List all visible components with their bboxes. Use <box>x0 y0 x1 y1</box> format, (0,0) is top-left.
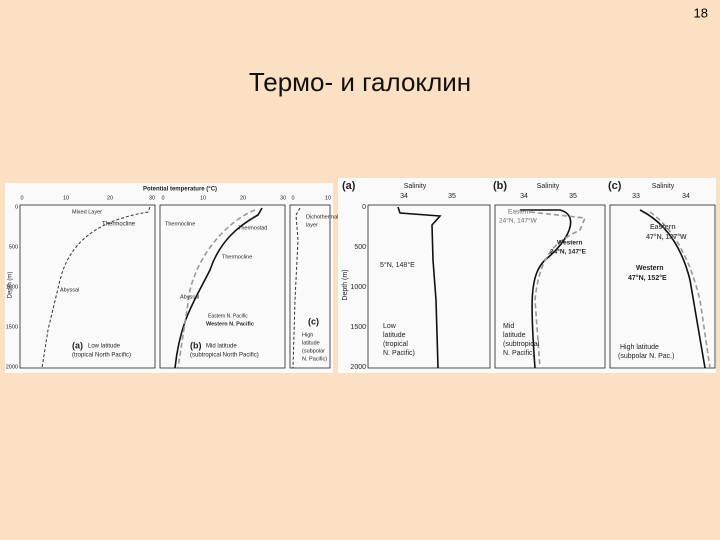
tick-label: 34 <box>682 193 690 200</box>
axis-title: Salinity <box>652 183 675 190</box>
label: Mid latitude <box>206 344 237 350</box>
axis-title: Salinity <box>404 183 427 190</box>
panel-frame <box>159 204 286 369</box>
tick-label: 34 <box>520 193 528 200</box>
tick-label: 0 <box>15 204 18 210</box>
tick-label: 33 <box>632 193 640 200</box>
frames <box>19 204 716 369</box>
label: Abyssal <box>60 287 79 293</box>
profile <box>639 209 706 369</box>
label: 24°N, 147°E <box>550 248 587 256</box>
label: 5°N, 148°E <box>380 261 415 269</box>
label: (subtropical North Pacific) <box>190 353 259 359</box>
tick-label: 30 <box>149 195 155 201</box>
tick-label: 1500 <box>6 324 18 330</box>
label: Eastern <box>508 209 531 216</box>
label: N. Pacific) <box>503 350 535 357</box>
label: (subpolar <box>302 348 325 354</box>
panel-label: (c) <box>308 316 319 326</box>
profile <box>292 207 301 369</box>
label: layer <box>306 222 318 228</box>
tick-label: 2000 <box>6 364 18 370</box>
panel-label: (a) <box>72 340 83 350</box>
profile <box>177 209 256 369</box>
slide-number: 18 <box>694 5 708 20</box>
panel-frame <box>494 204 606 369</box>
profiles <box>41 206 711 369</box>
axis-title: Salinity <box>537 183 560 190</box>
label: N. Pacific) <box>383 350 415 357</box>
tick-label: 10 <box>325 195 331 201</box>
label: Western <box>636 265 664 272</box>
slide-title: Термо- и галоклин <box>249 67 471 97</box>
label: High latitude <box>620 344 659 351</box>
panel-frame <box>367 204 491 369</box>
tick-label: 0 <box>20 195 23 201</box>
tick-label: 30 <box>280 195 286 201</box>
label: (subtropical <box>503 341 540 348</box>
tick-label: 10 <box>63 195 69 201</box>
axis-title: Depth (m) <box>342 269 349 300</box>
label: Low latitude <box>88 344 121 350</box>
tick-label: 20 <box>107 195 113 201</box>
profile <box>174 207 263 369</box>
label: Eastern N. Pacific <box>208 313 248 319</box>
tick-label: 1500 <box>350 324 366 331</box>
tick-label: 35 <box>448 193 456 200</box>
tick-label: 500 <box>9 244 18 250</box>
label: Low <box>383 323 397 330</box>
tick-label: 34 <box>400 193 408 200</box>
label: latitude <box>383 332 406 339</box>
panel-label: (c) <box>608 180 622 192</box>
label: Thermocline <box>165 221 195 227</box>
label: latitude <box>302 340 320 346</box>
panel-frame <box>19 204 156 369</box>
panel-frame <box>289 204 331 369</box>
axis-title: Depth (m) <box>8 272 14 299</box>
label: Dichothermal <box>306 214 338 220</box>
figure-left-bg <box>5 183 333 373</box>
tick-label: 0 <box>362 204 366 211</box>
label: Thermocline <box>102 222 136 228</box>
tick-label: 2000 <box>350 364 366 371</box>
tick-label: 35 <box>569 193 577 200</box>
label: High <box>302 332 313 338</box>
profile <box>41 206 151 369</box>
label: 47°N, 152°E <box>628 274 667 282</box>
label: Thermostad <box>238 225 267 231</box>
profile <box>649 211 711 369</box>
label: Western N. Pacific <box>206 321 254 327</box>
axis-title: Potential temperature (°C) <box>143 187 217 193</box>
label: Eastern <box>650 224 676 231</box>
tick-label: 10 <box>200 195 206 201</box>
panel-frame <box>609 204 716 369</box>
label: 47°N, 137°W <box>646 233 687 241</box>
profile <box>529 211 587 369</box>
profile <box>397 206 442 369</box>
tick-label: 20 <box>240 195 246 201</box>
label: N. Pacific) <box>302 356 327 362</box>
tick-label: 0 <box>161 195 164 201</box>
tick-label: 0 <box>291 195 294 201</box>
label: (tropical <box>383 341 408 348</box>
tick-label: 1000 <box>6 284 18 290</box>
label: (tropical North Pacific) <box>72 353 131 359</box>
label: latitude <box>503 332 526 339</box>
label: 24°N, 147°W <box>499 217 538 225</box>
label: Thermocline <box>222 254 252 260</box>
panel-label: (a) <box>342 180 356 192</box>
panel-label: (b) <box>493 180 507 192</box>
label: Mid <box>503 323 514 330</box>
tick-label: 500 <box>354 244 366 251</box>
label: Mixed Layer <box>72 209 102 215</box>
label: Western <box>557 240 583 247</box>
tick-label: 1000 <box>350 284 366 291</box>
panel-label: (b) <box>190 340 202 350</box>
label: Abyssal <box>180 294 199 300</box>
label: (subpolar N. Pac.) <box>618 353 674 360</box>
